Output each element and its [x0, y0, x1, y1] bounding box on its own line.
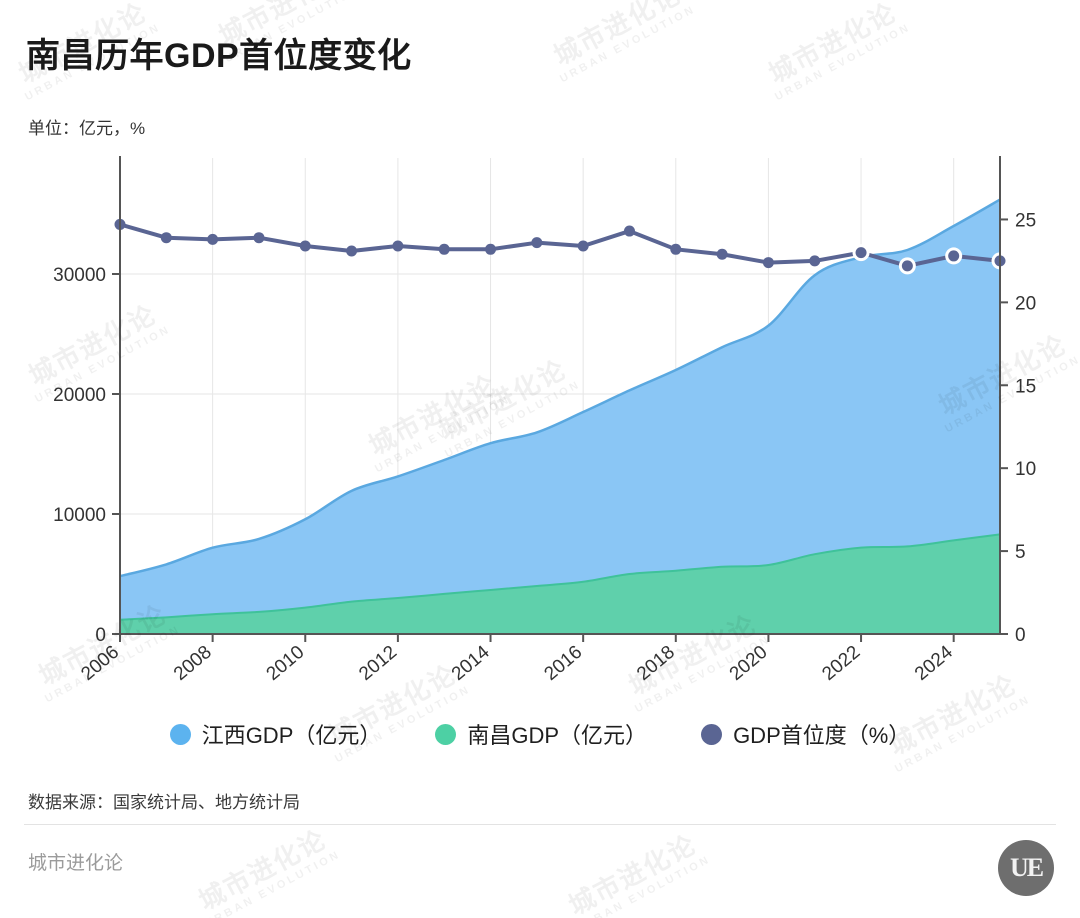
watermark: 城市进化论 URBAN EVOLUTION	[559, 827, 713, 918]
tick-label-year: 2022	[818, 642, 864, 685]
brand-name: 城市进化论	[28, 853, 124, 874]
data-point-gdp-primacy	[670, 243, 682, 255]
tick-label-year: 2014	[448, 641, 494, 685]
data-point-gdp-primacy	[346, 245, 358, 257]
data-point-gdp-primacy	[207, 233, 219, 245]
tick-label-right: 5	[1015, 542, 1026, 563]
gdp-primacy-chart: 0 10000 20000 30000 0 5 10 15 20 25 2006 2008 2010 20…	[53, 156, 1036, 685]
chart-container: 0 10000 20000 30000 0 5 10 15 20 25 2006 2008 2010 20…	[0, 150, 1080, 710]
brand-logo-icon: UE	[998, 840, 1054, 896]
tick-label-right: 15	[1015, 376, 1036, 397]
watermark-cn: 城市进化论	[763, 0, 902, 89]
data-point-gdp-primacy	[762, 257, 774, 269]
data-point-gdp-primacy	[855, 247, 867, 259]
area-jiangxi-gdp	[120, 199, 1000, 634]
page-title: 南昌历年GDP首位度变化	[26, 37, 412, 75]
legend-label-jiangxi: 江西GDP（亿元）	[201, 723, 382, 748]
tick-label-right: 20	[1015, 293, 1036, 314]
chart-legend: 江西GDP（亿元） 南昌GDP（亿元） GDP首位度（%）	[0, 718, 1080, 750]
tick-label-year: 2018	[633, 642, 679, 685]
legend-swatch-jiangxi	[169, 723, 191, 745]
legend-item-nanchang-gdp: 南昌GDP（亿元）	[435, 718, 647, 750]
data-point-gdp-primacy	[160, 232, 172, 244]
line-nanchang-gdp	[119, 533, 1001, 621]
watermark-cn: 城市进化论	[548, 0, 687, 71]
legend-label-primacy: GDP首位度（%）	[733, 723, 911, 748]
tick-label-year: 2012	[355, 642, 401, 685]
tick-label-left: 30000	[53, 265, 106, 286]
data-point-gdp-primacy	[809, 255, 821, 267]
footer-divider	[24, 824, 1056, 825]
unit-subtitle: 单位：亿元，%	[28, 119, 146, 138]
data-point-gdp-primacy	[253, 232, 265, 244]
legend-label-nanchang: 南昌GDP（亿元）	[467, 723, 648, 748]
watermark-en: URBAN EVOLUTION	[572, 853, 713, 918]
tick-label-right: 0	[1015, 625, 1026, 646]
tick-label-year: 2020	[726, 642, 772, 685]
tick-label-year: 2010	[263, 642, 309, 685]
logo-text: UE	[1009, 853, 1044, 882]
watermark-cn: 城市进化论	[563, 828, 702, 918]
tick-label-right: 10	[1015, 459, 1036, 480]
data-source-note: 数据来源：国家统计局、地方统计局	[28, 793, 300, 812]
data-point-gdp-primacy	[299, 240, 311, 252]
data-point-gdp-primacy	[392, 240, 404, 252]
data-point-gdp-primacy	[438, 243, 450, 255]
tick-label-year: 2016	[540, 642, 586, 685]
watermark-en: URBAN EVOLUTION	[557, 3, 698, 86]
data-point-gdp-primacy	[716, 248, 728, 260]
watermark: 城市进化论 URBAN EVOLUTION	[544, 0, 698, 86]
legend-item-primacy: GDP首位度（%）	[701, 718, 910, 750]
watermark: 城市进化论 URBAN EVOLUTION	[759, 0, 913, 104]
tick-label-year: 2008	[170, 642, 216, 685]
data-point-gdp-primacy	[531, 237, 543, 249]
watermark-en: URBAN EVOLUTION	[202, 848, 343, 918]
watermark-en: URBAN EVOLUTION	[772, 21, 913, 104]
tick-label-left: 20000	[53, 385, 106, 406]
data-point-gdp-primacy	[623, 225, 635, 237]
legend-swatch-primacy	[701, 723, 723, 745]
tick-label-left: 0	[95, 625, 106, 646]
watermark-cn: 城市进化论	[193, 823, 332, 916]
data-point-gdp-primacy	[901, 260, 913, 272]
data-point-gdp-primacy	[948, 250, 960, 262]
tick-label-left: 10000	[53, 505, 106, 526]
data-point-gdp-primacy	[577, 240, 589, 252]
tick-label-right: 25	[1015, 210, 1036, 231]
legend-item-jiangxi-gdp: 江西GDP（亿元）	[169, 718, 382, 750]
tick-label-year: 2024	[911, 641, 957, 685]
tick-label-year: 2006	[77, 642, 123, 685]
watermark: 城市进化论 URBAN EVOLUTION	[189, 822, 343, 918]
legend-swatch-nanchang	[435, 723, 457, 745]
data-point-gdp-primacy	[485, 243, 497, 255]
